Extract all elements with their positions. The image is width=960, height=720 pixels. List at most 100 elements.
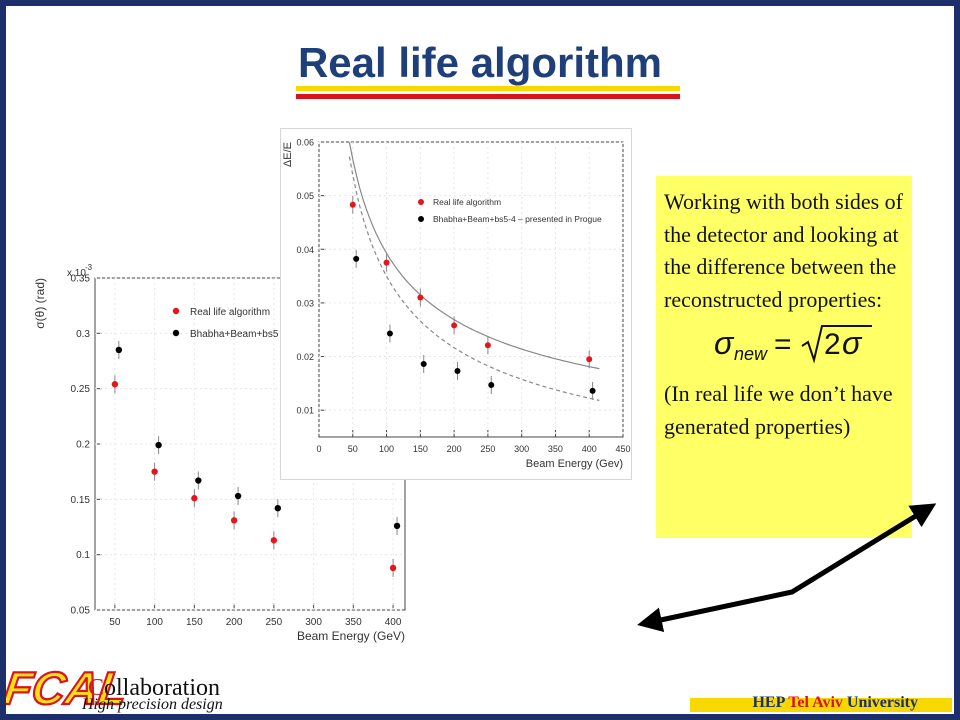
data-point — [451, 322, 458, 329]
title-underline-yellow — [296, 86, 680, 91]
svg-text:new: new — [734, 344, 768, 364]
data-point — [420, 361, 427, 368]
footer-bar — [690, 698, 952, 712]
svg-text:2: 2 — [824, 328, 841, 361]
explanation-box: Working with both sides of the detector … — [656, 176, 912, 538]
x-tick-label: 100 — [379, 444, 394, 454]
legend-marker — [172, 307, 180, 315]
data-point — [454, 368, 461, 375]
x-axis-label: Beam Energy (Gev) — [526, 458, 623, 470]
x-tick-label: 350 — [345, 617, 362, 628]
explanation-note: (In real life we don’t have generated pr… — [664, 381, 893, 439]
legend-marker — [418, 216, 424, 222]
y-axis-label: σ(θ) (rad) — [33, 278, 47, 329]
collaboration-rest: ollaboration — [104, 675, 220, 701]
y-tick-label: 0.1 — [76, 550, 90, 561]
y-tick-label: 0.25 — [71, 384, 91, 395]
x-tick-label: 350 — [548, 444, 563, 454]
y-tick-label: 0.06 — [296, 138, 314, 148]
data-point — [195, 477, 202, 484]
x-tick-label: 50 — [348, 444, 358, 454]
data-point — [155, 441, 162, 449]
y-tick-label: 0.05 — [71, 606, 91, 617]
slide-title: Real life algorithm — [297, 39, 663, 86]
collaboration-initial: C — [88, 675, 105, 701]
data-point — [393, 522, 401, 530]
x-axis-label: Beam Energy (GeV) — [297, 629, 405, 643]
uni-city: Tel Aviv — [788, 694, 843, 711]
x-tick-label: 150 — [186, 617, 203, 628]
y-tick-label: 0.03 — [296, 298, 314, 308]
legend-label: Real life algorithm — [190, 307, 270, 318]
data-point — [230, 517, 238, 524]
data-point — [484, 342, 491, 349]
x-tick-label: 250 — [480, 444, 495, 454]
data-point — [383, 259, 390, 266]
uni-prefix: HEP — [752, 694, 789, 711]
data-point — [111, 381, 119, 388]
sigma-formula: σ new = 2 σ — [664, 320, 904, 368]
x-tick-label: 400 — [582, 444, 597, 454]
y-tick-label: 0.04 — [296, 245, 314, 255]
x-tick-label: 0 — [316, 444, 321, 454]
x-tick-label: 300 — [514, 444, 529, 454]
y-tick-label: 0.01 — [296, 406, 314, 416]
data-point — [386, 330, 393, 337]
x-tick-label: 50 — [109, 617, 121, 628]
uni-suffix: University — [842, 694, 918, 711]
y-tick-label: 0.35 — [71, 274, 91, 285]
x-tick-label: 100 — [146, 617, 163, 628]
y-tick-label: 0.2 — [76, 440, 90, 451]
legend-marker — [172, 329, 180, 337]
data-point — [274, 504, 282, 512]
high-precision-subtitle: High precision design — [82, 696, 223, 713]
legend-label: Bhabha+Beam+bs5 — [190, 329, 279, 340]
y-tick-label: 0.3 — [76, 329, 90, 340]
energy-resolution-plot: 0 50 100 150 200 250 300 350 400 450 0.01 0.02 0.03 0… — [280, 128, 632, 480]
y-tick-label: 0.15 — [71, 495, 91, 506]
x-tick-label: 250 — [266, 617, 283, 628]
legend-marker — [418, 199, 424, 205]
svg-text:=: = — [774, 328, 792, 361]
fcal-logo: FCAL — [6, 662, 132, 714]
data-point — [586, 356, 593, 363]
y-multiplier-exp: -3 — [85, 263, 93, 272]
data-point — [234, 492, 242, 500]
x-tick-label: 300 — [305, 617, 322, 628]
x-tick-label: 200 — [447, 444, 462, 454]
data-point — [115, 346, 123, 354]
data-point — [589, 387, 596, 394]
y-multiplier: x 10 — [67, 268, 86, 279]
data-point — [417, 294, 424, 301]
angular-resolution-plot: 50 100 150 200 250 300 350 400 0.05 0.1 0.15 0.2 0.2… — [30, 262, 410, 644]
y-axis-label: ΔE/E — [282, 142, 294, 167]
svg-text:FCAL: FCAL — [6, 662, 131, 714]
x-tick-label: 450 — [615, 444, 630, 454]
data-point — [349, 201, 356, 208]
legend-label: Bhabha+Beam+bs5-4 – presented in Progue — [433, 214, 602, 224]
data-point — [191, 495, 198, 502]
data-point — [389, 564, 397, 572]
data-point — [151, 468, 158, 475]
university-label: HEP Tel Aviv University — [752, 694, 918, 712]
data-point — [270, 537, 278, 544]
fit-curve — [348, 141, 600, 370]
legend-label: Real life algorithm — [433, 197, 501, 207]
y-tick-label: 0.02 — [296, 352, 314, 362]
double-arrow — [637, 503, 937, 633]
fit-curve — [348, 156, 600, 401]
energy-resolution-chart: 0 50 100 150 200 250 300 350 400 450 0.01 0.02 0.03 0… — [282, 138, 631, 471]
explanation-text: Working with both sides of the detector … — [664, 189, 903, 312]
data-point — [353, 255, 360, 262]
svg-text:σ: σ — [714, 325, 735, 361]
y-tick-label: 0.05 — [296, 191, 314, 201]
data-point — [488, 381, 495, 388]
x-tick-label: 400 — [385, 617, 402, 628]
x-tick-label: 150 — [413, 444, 428, 454]
sigma-new-equation: σ new = 2 σ — [714, 325, 872, 364]
collaboration-label: Collaboration — [88, 674, 220, 702]
svg-text:σ: σ — [842, 325, 863, 361]
x-tick-label: 200 — [226, 617, 243, 628]
